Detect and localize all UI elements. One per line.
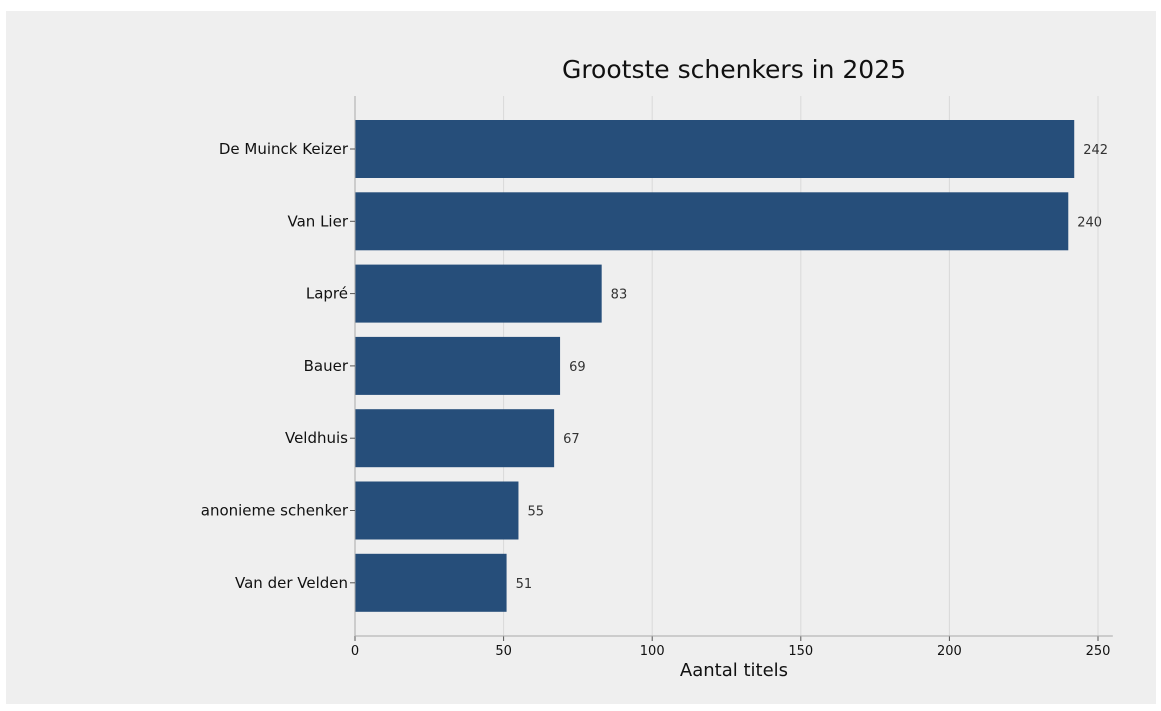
category-label: De Muinck Keizer [219,140,349,158]
chart-figure: 0 50 100 150 200 250 De Muinck Keizer 242 Van Li… [6,11,1156,704]
bar [355,553,507,612]
x-tick-label: 50 [495,644,512,659]
x-axis-title: Aantal titels [680,660,788,681]
x-tick-label: 0 [351,644,359,659]
bar [355,336,561,395]
chart-title: Grootste schenkers in 2025 [562,55,906,84]
data-label: 67 [563,432,580,447]
data-label: 242 [1083,143,1108,158]
category-label: Lapré [306,285,348,303]
data-label: 51 [516,577,533,592]
x-tick-label: 200 [937,644,962,659]
labels: 0 50 100 150 200 250 De Muinck Keizer 242 Van Li… [201,140,1111,659]
data-label: 83 [611,288,628,303]
bar [355,192,1069,251]
category-label: Bauer [304,357,349,375]
bar-chart: 0 50 100 150 200 250 De Muinck Keizer 242 Van Li… [201,55,1113,681]
category-label: Veldhuis [285,429,348,447]
bar [355,264,602,323]
data-label: 55 [527,505,544,520]
category-label: anonieme schenker [201,502,349,520]
bar [355,481,519,540]
bar [355,409,555,468]
category-label: Van der Velden [235,574,348,592]
x-tick-label: 150 [788,644,813,659]
data-label: 69 [569,360,586,375]
data-label: 240 [1077,215,1102,230]
x-tick-label: 100 [640,644,665,659]
x-tick-label: 250 [1086,644,1111,659]
bars [355,120,1075,612]
category-label: Van Lier [288,212,349,230]
bar [355,120,1075,178]
axes [350,96,1113,641]
